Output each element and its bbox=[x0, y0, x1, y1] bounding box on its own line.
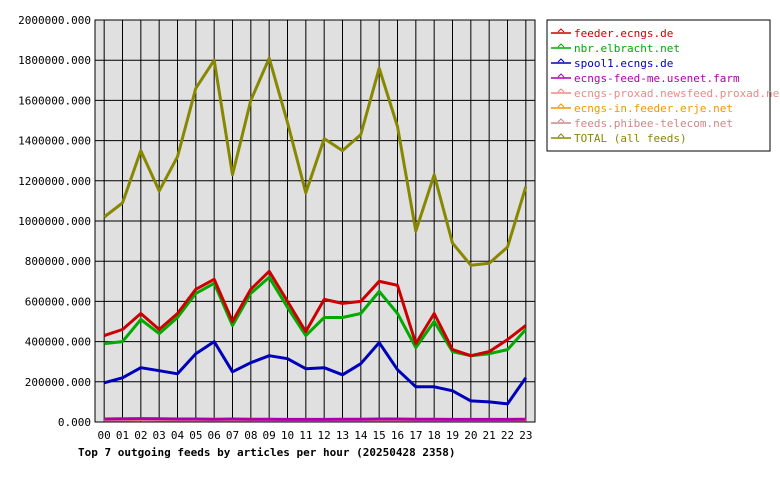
y-axis: 0.000 200000.000 400000.000 600000.000 80000… bbox=[18, 14, 91, 429]
legend-marker-icon bbox=[557, 43, 565, 48]
legend-marker-icon bbox=[557, 88, 565, 93]
legend-label: feeder.ecngs.de bbox=[574, 27, 673, 40]
x-tick-label: 15 bbox=[373, 429, 386, 442]
x-tick-label: 07 bbox=[226, 429, 239, 442]
legend-box bbox=[546, 19, 771, 152]
y-tick-label: 1600000.000 bbox=[18, 94, 91, 107]
legend-marker-icon bbox=[557, 58, 565, 63]
y-tick-label: 1800000.000 bbox=[18, 54, 91, 67]
legend-marker-icon bbox=[557, 103, 565, 108]
x-tick-label: 13 bbox=[336, 429, 349, 442]
x-tick-label: 11 bbox=[299, 429, 312, 442]
series-line bbox=[104, 417, 526, 421]
x-tick-label: 05 bbox=[189, 429, 202, 442]
x-tick-label: 19 bbox=[446, 429, 459, 442]
x-tick-label: 23 bbox=[519, 429, 532, 442]
y-tick-label: 2000000.000 bbox=[18, 14, 91, 27]
series-line bbox=[103, 56, 528, 267]
x-tick-label: 20 bbox=[464, 429, 477, 442]
series-line bbox=[104, 275, 527, 358]
legend-label: nbr.elbracht.net bbox=[574, 42, 680, 55]
legend-marker-icon bbox=[557, 73, 565, 78]
x-tick-label: 22 bbox=[501, 429, 514, 442]
x-tick-label: 00 bbox=[98, 429, 111, 442]
x-tick-label: 09 bbox=[263, 429, 276, 442]
x-tick-label: 01 bbox=[116, 429, 129, 442]
x-tick-label: 14 bbox=[354, 429, 368, 442]
x-tick-label: 08 bbox=[244, 429, 257, 442]
series-lines bbox=[103, 56, 528, 422]
legend: feeder.ecngs.de nbr.elbracht.net spool1.ec… bbox=[551, 27, 780, 145]
legend-label: ecngs-proxad.newsfeed.proxad.net bbox=[574, 87, 780, 100]
legend-label: ecngs-in.feeder.erje.net bbox=[574, 102, 733, 115]
y-tick-label: 0.000 bbox=[58, 416, 91, 429]
y-tick-label: 1200000.000 bbox=[18, 175, 91, 188]
x-tick-label: 21 bbox=[483, 429, 496, 442]
x-tick-label: 02 bbox=[134, 429, 147, 442]
x-tick-label: 10 bbox=[281, 429, 294, 442]
x-tick-label: 12 bbox=[318, 429, 331, 442]
y-tick-label: 200000.000 bbox=[25, 376, 91, 389]
x-tick-label: 03 bbox=[153, 429, 166, 442]
x-tick-label: 04 bbox=[171, 429, 185, 442]
x-tick-label: 17 bbox=[409, 429, 422, 442]
x-tick-label: 06 bbox=[208, 429, 221, 442]
y-tick-label: 1400000.000 bbox=[18, 135, 91, 148]
x-tick-label: 16 bbox=[391, 429, 404, 442]
y-tick-label: 600000.000 bbox=[25, 295, 91, 308]
legend-label: feeds.phibee-telecom.net bbox=[574, 117, 733, 130]
x-tick-label: 18 bbox=[428, 429, 441, 442]
legend-label: TOTAL (all feeds) bbox=[574, 132, 687, 145]
y-tick-label: 1000000.000 bbox=[18, 215, 91, 228]
legend-marker-icon bbox=[557, 133, 565, 138]
series-line bbox=[103, 269, 527, 358]
legend-marker-icon bbox=[557, 28, 565, 33]
y-tick-label: 800000.000 bbox=[25, 255, 91, 268]
chart-title: Top 7 outgoing feeds by articles per hou… bbox=[78, 446, 456, 459]
y-tick-label: 400000.000 bbox=[25, 336, 91, 349]
plot-frame bbox=[94, 19, 536, 423]
legend-label: ecngs-feed-me.usenet.farm bbox=[574, 72, 740, 85]
legend-label: spool1.ecngs.de bbox=[574, 57, 673, 70]
series-line bbox=[103, 340, 528, 406]
x-axis: 00 01 02 03 04 05 06 07 08 09 10 11 12 13 14 15 16 17 18 19… bbox=[98, 429, 533, 442]
legend-marker-icon bbox=[557, 118, 565, 123]
